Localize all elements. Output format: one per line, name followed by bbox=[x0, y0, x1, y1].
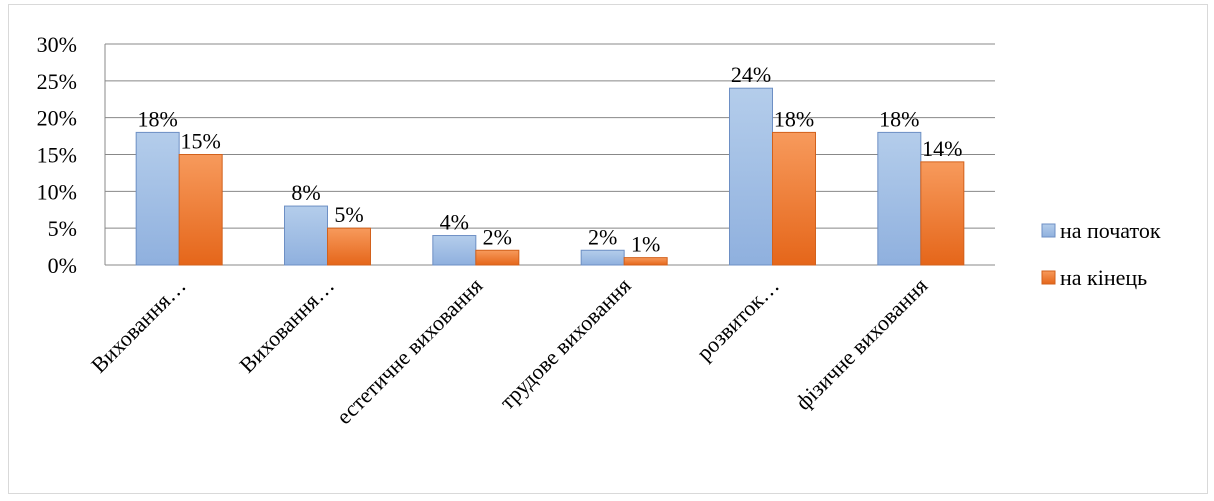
data-label: 4% bbox=[440, 210, 469, 235]
x-tick-label: Виховання… bbox=[234, 273, 339, 378]
x-tick-label: трудове виховання bbox=[494, 273, 635, 414]
x-tick-label: фізичне виховання bbox=[790, 273, 932, 415]
legend-label: на кінець bbox=[1060, 265, 1147, 290]
bar-start bbox=[580, 249, 625, 266]
data-label: 18% bbox=[879, 106, 919, 131]
gridlines bbox=[104, 43, 995, 266]
data-label: 5% bbox=[334, 202, 363, 227]
legend: на початок на кінець bbox=[1041, 218, 1161, 290]
data-label: 2% bbox=[588, 224, 617, 249]
data-label: 18% bbox=[774, 106, 814, 131]
legend-swatch bbox=[1041, 270, 1056, 285]
x-tick-label: естетичне виховання bbox=[331, 273, 487, 429]
y-tick-label: 30% bbox=[37, 32, 77, 57]
data-label: 24% bbox=[731, 62, 771, 87]
data-labels: 18%8%4%2%24%18%15%5%2% 1%18%14% bbox=[138, 62, 963, 256]
y-tick-label: 15% bbox=[37, 143, 77, 168]
y-tick-label: 20% bbox=[37, 106, 77, 131]
bar-start bbox=[135, 131, 180, 266]
legend-swatch bbox=[1041, 223, 1056, 238]
bar-end bbox=[772, 131, 816, 266]
y-tick-label: 5% bbox=[48, 216, 77, 241]
bar-start bbox=[729, 87, 773, 266]
bars bbox=[135, 87, 965, 266]
bar-end bbox=[178, 154, 223, 266]
y-tick-label: 10% bbox=[37, 179, 77, 204]
data-label: 14% bbox=[922, 136, 962, 161]
bar-end bbox=[623, 257, 668, 266]
legend-label: на початок bbox=[1060, 218, 1161, 243]
x-axis-ticks: Виховання… Виховання…естетичне виховання т… bbox=[86, 273, 932, 429]
data-label: 18% bbox=[138, 106, 178, 131]
data-label: 1% bbox=[631, 232, 660, 257]
bar-start bbox=[432, 235, 477, 266]
y-tick-label: 25% bbox=[37, 69, 77, 94]
x-tick-label: розвиток… bbox=[691, 273, 784, 366]
data-label: 8% bbox=[291, 180, 320, 205]
data-label: 15% bbox=[181, 129, 221, 154]
bar-end bbox=[920, 161, 965, 266]
bar-start bbox=[877, 131, 922, 266]
y-axis-ticks: 0% 5% 10% 15% 20% 25% 30% bbox=[37, 32, 77, 278]
x-tick-label: Виховання… bbox=[86, 273, 191, 378]
bar-start bbox=[284, 205, 328, 266]
y-tick-label: 0% bbox=[48, 253, 77, 278]
bar-end bbox=[475, 249, 520, 266]
bar-end bbox=[327, 227, 371, 266]
data-label: 2% bbox=[483, 224, 512, 249]
